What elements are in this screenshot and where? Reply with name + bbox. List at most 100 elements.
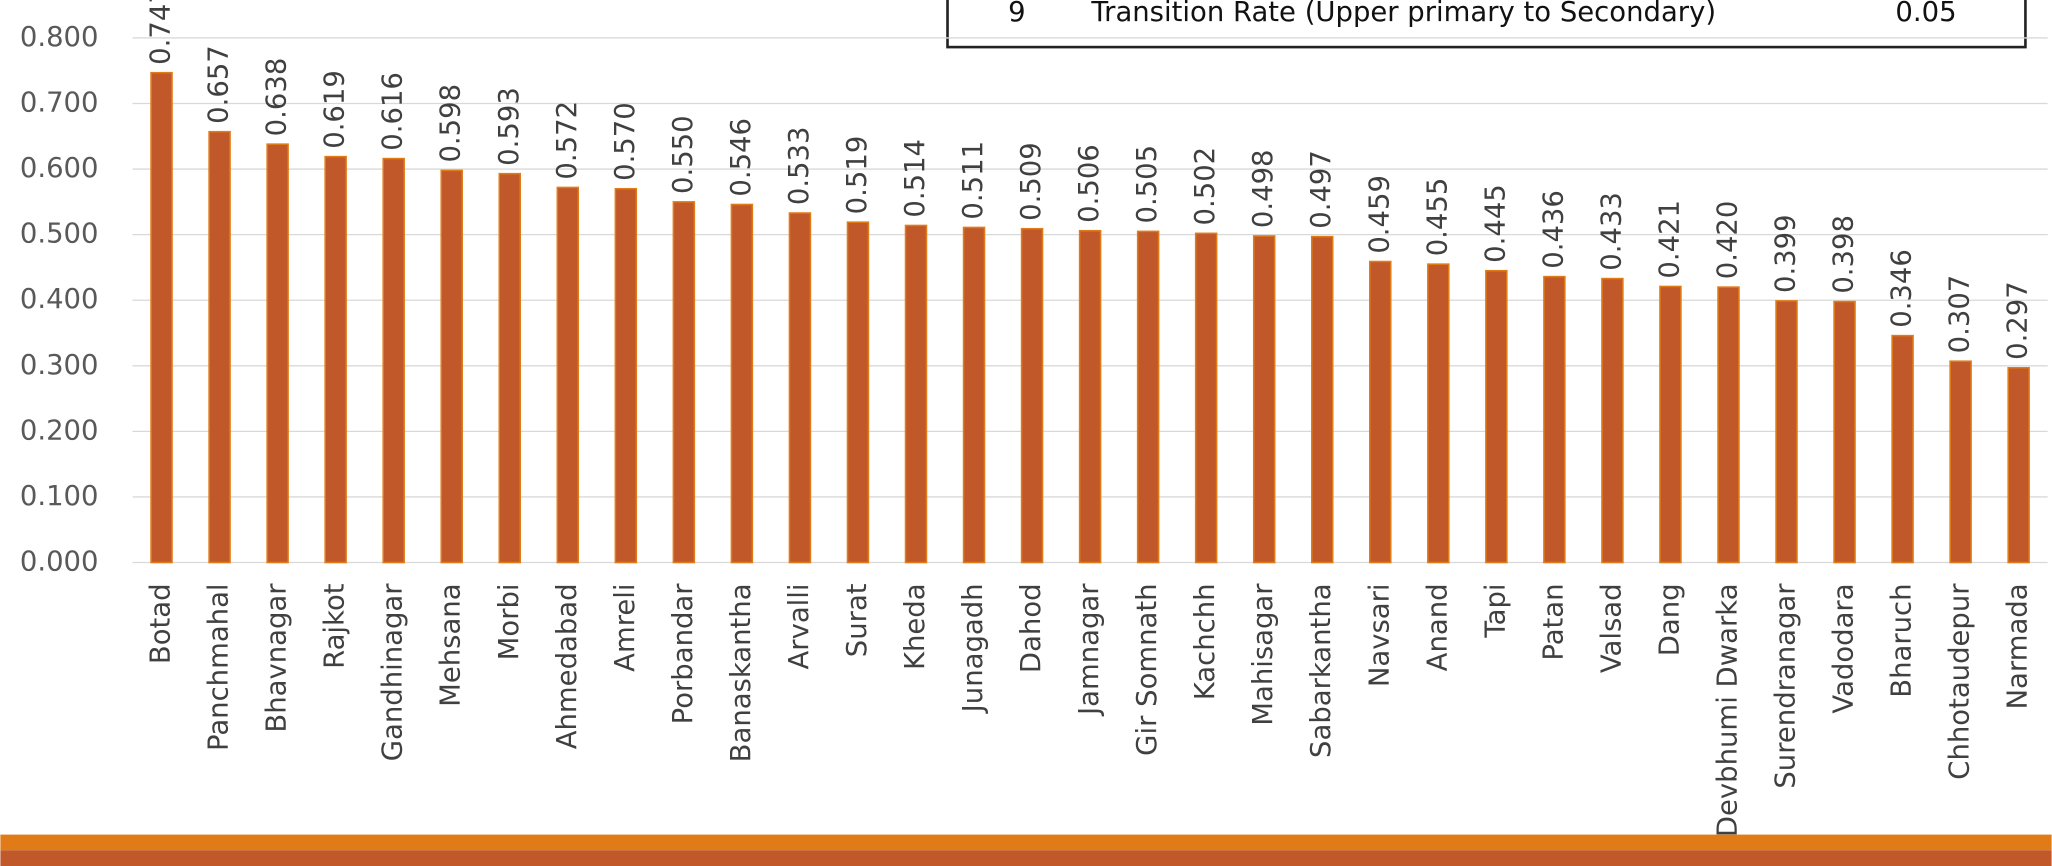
value-label: 0.546 <box>726 118 757 197</box>
x-tick-label: Dang <box>1654 583 1685 656</box>
x-tick-label: Morbi <box>494 583 525 660</box>
footer-stripe <box>0 834 2052 851</box>
x-tick-label: Banaskantha <box>726 583 757 762</box>
x-tick-label: Anand <box>1422 583 1453 671</box>
value-label: 0.421 <box>1654 200 1685 279</box>
value-label: 0.533 <box>784 127 815 206</box>
value-label: 0.433 <box>1596 192 1627 271</box>
x-tick-label: Panchmahal <box>204 583 235 751</box>
x-tick-label: Dahod <box>1016 583 1047 673</box>
x-tick-label: Gir Somnath <box>1132 583 1163 755</box>
bar <box>1020 227 1044 564</box>
x-tick-label: Arvalli <box>784 583 815 669</box>
bar <box>904 224 928 564</box>
x-tick-label: Tapi <box>1480 583 1511 638</box>
value-label: 0.519 <box>842 136 873 215</box>
bar <box>324 155 347 564</box>
bar <box>208 130 231 564</box>
table-cell: 9 <box>1008 0 1025 28</box>
x-tick-label: Patan <box>1538 583 1569 660</box>
x-tick-label: Rajkot <box>320 583 351 669</box>
bar <box>440 169 463 564</box>
bar <box>1427 263 1450 564</box>
bar <box>1601 277 1624 564</box>
x-tick-label: Navsari <box>1364 583 1395 687</box>
bar <box>556 186 580 564</box>
x-tick-label: Porbandar <box>668 583 699 725</box>
bar <box>1717 286 1740 564</box>
value-label: 0.572 <box>552 101 583 180</box>
bar <box>788 212 812 564</box>
x-tick-label: Ahmedabad <box>552 583 583 749</box>
bar <box>1949 360 1972 564</box>
y-tick-label: 0.800 <box>20 22 99 53</box>
value-label: 0.436 <box>1538 190 1569 269</box>
x-tick-label: Kachchh <box>1190 583 1221 700</box>
bar <box>962 226 986 564</box>
value-label: 0.616 <box>378 72 409 151</box>
value-label: 0.747 <box>146 0 177 65</box>
value-label: 0.502 <box>1190 147 1221 226</box>
value-label: 0.497 <box>1306 150 1337 229</box>
y-tick-label: 0.500 <box>20 219 99 250</box>
x-tick-label: Mehsana <box>436 583 467 706</box>
bar <box>1194 232 1218 564</box>
y-tick-label: 0.300 <box>20 350 99 381</box>
y-tick-label: 0.100 <box>20 481 99 512</box>
value-label: 0.307 <box>1945 275 1976 354</box>
footer-stripe <box>0 850 2052 866</box>
x-tick-label: Narmada <box>2003 583 2034 709</box>
value-label: 0.297 <box>2003 281 2034 360</box>
bar <box>150 71 173 564</box>
value-label: 0.619 <box>320 70 351 149</box>
value-label: 0.657 <box>204 45 235 124</box>
value-label: 0.593 <box>494 87 525 166</box>
x-tick-label: Surat <box>842 583 873 657</box>
bar <box>1136 230 1160 564</box>
bar <box>1252 235 1276 564</box>
value-label: 0.498 <box>1248 149 1279 228</box>
x-tick-label: Amreli <box>610 583 641 671</box>
x-tick-label: Jamnagar <box>1074 583 1105 717</box>
bar <box>1310 235 1334 564</box>
value-label: 0.570 <box>610 102 641 181</box>
bar <box>1891 334 1914 564</box>
value-label: 0.420 <box>1712 201 1743 280</box>
x-tick-label: Gandhinagar <box>378 583 409 762</box>
table-box <box>946 0 2027 49</box>
value-label: 0.399 <box>1771 214 1802 293</box>
x-tick-label: Junagadh <box>958 583 989 714</box>
value-label: 0.459 <box>1364 175 1395 254</box>
bar <box>1485 269 1508 564</box>
value-label: 0.398 <box>1829 215 1860 294</box>
bar <box>614 187 638 564</box>
x-tick-label: Bhavnagar <box>262 583 293 733</box>
x-tick-label: Kheda <box>900 583 931 670</box>
bar <box>1078 229 1102 564</box>
x-tick-label: Sabarkantha <box>1306 583 1337 758</box>
bar <box>1775 300 1798 564</box>
bar <box>1659 285 1682 564</box>
x-tick-label: Vadodara <box>1829 583 1860 713</box>
bar <box>846 221 870 564</box>
bar <box>2007 366 2030 564</box>
value-label: 0.455 <box>1422 178 1453 257</box>
x-tick-label: Surendranagar <box>1771 583 1802 789</box>
bar <box>672 201 696 564</box>
x-tick-label: Mahisagar <box>1248 583 1279 726</box>
value-label: 0.506 <box>1074 144 1105 223</box>
value-label: 0.550 <box>668 115 699 194</box>
x-tick-label: Devbhumi Dwarka <box>1712 583 1743 837</box>
bar <box>266 143 289 564</box>
table-cell: Transition Rate (Upper primary to Second… <box>1090 0 1716 28</box>
value-label: 0.346 <box>1887 249 1918 328</box>
value-label: 0.514 <box>900 139 931 218</box>
y-tick-label: 0.400 <box>20 284 99 315</box>
x-tick-label: Bharuch <box>1887 583 1918 697</box>
value-label: 0.511 <box>958 141 989 220</box>
x-tick-label: Chhotaudepur <box>1945 583 1976 780</box>
x-tick-label: Botad <box>146 583 177 664</box>
y-tick-label: 0.000 <box>20 547 99 578</box>
bar <box>498 172 522 564</box>
